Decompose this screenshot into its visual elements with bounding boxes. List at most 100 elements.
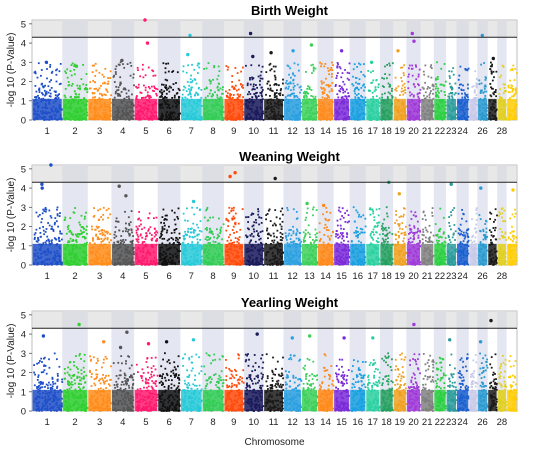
snp-point: [290, 241, 292, 244]
snp-point: [191, 236, 194, 238]
snp-point: [148, 87, 151, 90]
snp-point: [294, 242, 297, 245]
snp-point: [367, 89, 370, 92]
snp-point: [292, 72, 294, 75]
snp-point: [281, 233, 284, 236]
snp-point: [362, 74, 365, 76]
snp-point: [123, 97, 126, 100]
snp-point: [282, 82, 284, 85]
snp-point: [467, 87, 469, 90]
snp-point: [165, 92, 168, 95]
snp-point: [231, 86, 234, 88]
snp-point: [502, 66, 505, 68]
snp-point: [159, 236, 161, 239]
snp-point: [484, 95, 487, 97]
snp-point: [295, 232, 298, 235]
snp-point: [168, 238, 170, 241]
snp-point: [93, 242, 96, 245]
snp-point: [59, 212, 61, 214]
snp-point: [440, 90, 443, 92]
snp-point: [384, 73, 386, 75]
snp-point: [242, 103, 245, 106]
snp-point: [345, 95, 348, 98]
snp-point: [255, 84, 257, 86]
snp-point: [340, 241, 343, 244]
snp-point: [448, 95, 451, 98]
snp-point: [117, 86, 120, 89]
snp-point: [40, 74, 42, 77]
snp-point: [60, 232, 63, 235]
snp-point: [274, 96, 277, 98]
snp-point: [96, 238, 99, 241]
snp-point: [198, 233, 200, 236]
snp-point: [194, 79, 197, 81]
snp-point: [323, 88, 326, 91]
snp-point: [307, 92, 310, 95]
snp-point: [123, 241, 125, 243]
snp-point: [259, 74, 262, 77]
snp-density: [264, 98, 283, 120]
panel-title: Birth Weight: [251, 3, 329, 18]
snp-point: [195, 91, 197, 94]
snp-point: [91, 71, 94, 73]
y-axis-label: -log 10 (P-Value): [6, 33, 17, 108]
snp-point: [203, 88, 206, 90]
snp-point: [464, 96, 466, 99]
snp-point: [117, 63, 120, 66]
snp-point: [429, 66, 432, 68]
snp-point: [193, 68, 196, 71]
snp-point: [473, 97, 476, 100]
snp-point: [399, 94, 401, 96]
snp-point: [492, 92, 495, 95]
snp-point: [363, 63, 365, 65]
snp-point: [110, 260, 112, 263]
snp-density: [488, 98, 497, 120]
snp-point: [503, 90, 506, 93]
snp-point: [173, 228, 176, 231]
snp-point: [128, 97, 130, 100]
snp-point: [148, 228, 150, 231]
snp-point: [200, 245, 203, 247]
snp-point: [407, 87, 410, 90]
x-tick-label: 12: [287, 126, 298, 137]
snp-point: [475, 77, 478, 80]
snp-point: [268, 208, 271, 211]
snp-point: [49, 215, 52, 217]
snp-point: [44, 210, 47, 213]
snp-point: [444, 80, 447, 83]
snp-point: [77, 96, 80, 99]
snp-point: [416, 93, 419, 96]
snp-point: [165, 218, 168, 221]
snp-point: [498, 93, 501, 95]
snp-point: [178, 241, 180, 244]
snp-point: [281, 220, 284, 223]
snp-point: [312, 214, 314, 217]
snp-point: [156, 262, 159, 265]
snp-point: [178, 237, 181, 239]
snp-point: [259, 237, 262, 240]
snp-point: [489, 94, 492, 97]
snp-point: [359, 63, 362, 66]
snp-point: [282, 115, 284, 118]
x-tick-label: 5: [143, 126, 148, 137]
snp-point: [209, 237, 212, 239]
snp-point: [440, 83, 443, 86]
snp-point: [235, 231, 238, 233]
snp-point: [97, 209, 99, 212]
snp-point: [408, 64, 411, 67]
snp-point: [176, 216, 179, 218]
snp-point: [302, 239, 305, 241]
snp-point: [48, 240, 51, 243]
snp-point: [80, 226, 83, 228]
snp-point: [238, 95, 241, 98]
snp-point: [390, 94, 393, 97]
snp-point: [298, 86, 301, 89]
snp-point: [196, 238, 199, 241]
x-tick-label: 11: [269, 126, 279, 137]
snp-point: [95, 234, 97, 237]
snp-point: [142, 96, 145, 99]
snp-point: [200, 89, 203, 91]
snp-point: [372, 79, 375, 82]
snp-point: [258, 238, 261, 241]
snp-point: [454, 92, 457, 94]
